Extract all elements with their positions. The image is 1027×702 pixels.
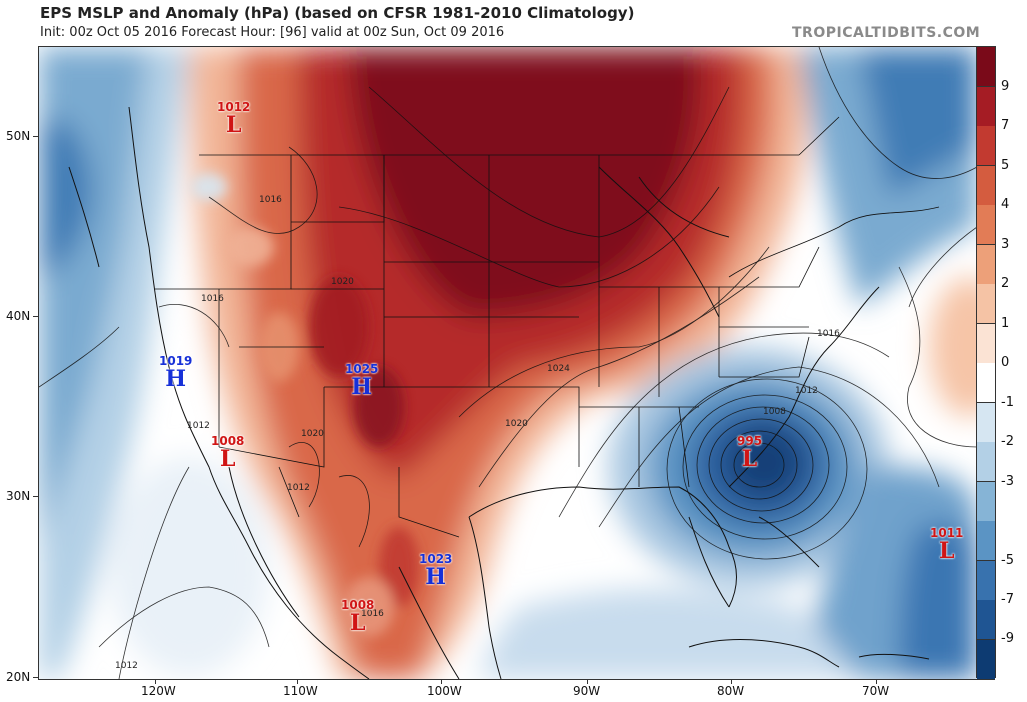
- colorbar-swatch: [977, 205, 995, 245]
- contour-label: 1016: [201, 294, 224, 304]
- colorbar-label: 3: [1001, 237, 1010, 252]
- colorbar-swatch: [977, 521, 995, 561]
- colorbar-swatch: [977, 244, 995, 285]
- colorbar-label: -5: [1001, 553, 1014, 568]
- low-pressure-marker: 995 L: [737, 434, 763, 472]
- colorbar-label: 7: [1001, 118, 1010, 133]
- colorbar: [976, 46, 996, 680]
- lon-label: 100W: [427, 684, 462, 698]
- contour-label: 1016: [361, 609, 384, 619]
- contour-label: 1020: [505, 419, 528, 429]
- colorbar-label: -2: [1001, 434, 1014, 449]
- colorbar-swatch: [977, 442, 995, 482]
- contour-label: 1020: [301, 429, 324, 439]
- colorbar-label: -1: [1001, 395, 1014, 410]
- colorbar-swatch: [977, 126, 995, 166]
- lat-label: 20N: [6, 670, 31, 684]
- low-pressure-marker: 1012 L: [217, 100, 251, 138]
- contour-label: 1012: [795, 386, 818, 396]
- colorbar-label: -3: [1001, 474, 1014, 489]
- colorbar-label: -7: [1001, 592, 1014, 607]
- colorbar-swatch: [977, 47, 995, 87]
- lat-label: 30N: [6, 489, 31, 503]
- contour-label: 1016: [259, 195, 282, 205]
- contour-label: 1012: [287, 483, 310, 493]
- high-pressure-marker: 1025 H: [345, 362, 379, 400]
- colorbar-label: 9: [1001, 79, 1010, 94]
- low-pressure-marker: 1011 L: [930, 526, 964, 564]
- lat-label: 50N: [6, 129, 31, 143]
- contour-label: 1012: [187, 421, 210, 431]
- colorbar-label: 5: [1001, 158, 1010, 173]
- map-title: EPS MSLP and Anomaly (hPa) (based on CFS…: [40, 4, 635, 22]
- contour-label: 1012: [115, 661, 138, 671]
- map-panel: 1016 1016 1020 1012 1020 1012 1024 1020 …: [38, 46, 978, 680]
- colorbar-swatch: [977, 639, 995, 680]
- contour-label: 1020: [331, 277, 354, 287]
- colorbar-swatch: [977, 363, 995, 403]
- brand-watermark: TROPICALTIDBITS.COM: [792, 25, 981, 41]
- colorbar-label: -9: [1001, 631, 1014, 646]
- map-subtitle: Init: 00z Oct 05 2016 Forecast Hour: [96…: [40, 25, 505, 40]
- colorbar-swatch: [977, 402, 995, 443]
- contour-label: 1016: [817, 329, 840, 339]
- colorbar-swatch: [977, 560, 995, 601]
- colorbar-swatch: [977, 165, 995, 206]
- lon-label: 70W: [862, 684, 890, 698]
- contour-label: 1008: [763, 407, 786, 417]
- colorbar-swatch: [977, 481, 995, 522]
- colorbar-swatch: [977, 323, 995, 364]
- colorbar-swatch: [977, 284, 995, 324]
- lon-label: 120W: [141, 684, 176, 698]
- low-pressure-marker: 1008 L: [211, 434, 245, 472]
- lon-label: 110W: [283, 684, 318, 698]
- high-pressure-marker: 1019 H: [159, 354, 193, 392]
- lon-label: 80W: [717, 684, 745, 698]
- colorbar-label: 0: [1001, 355, 1010, 370]
- high-pressure-marker: 1023 H: [419, 552, 453, 590]
- colorbar-swatch: [977, 600, 995, 640]
- colorbar-label: 2: [1001, 276, 1010, 291]
- lon-label: 90W: [573, 684, 601, 698]
- colorbar-label: 4: [1001, 197, 1010, 212]
- lat-label: 40N: [6, 309, 31, 323]
- contour-label: 1024: [547, 364, 570, 374]
- colorbar-swatch: [977, 86, 995, 127]
- colorbar-label: 1: [1001, 316, 1010, 331]
- low-pressure-marker: 1008 L: [341, 598, 375, 636]
- anomaly-field: [39, 47, 977, 679]
